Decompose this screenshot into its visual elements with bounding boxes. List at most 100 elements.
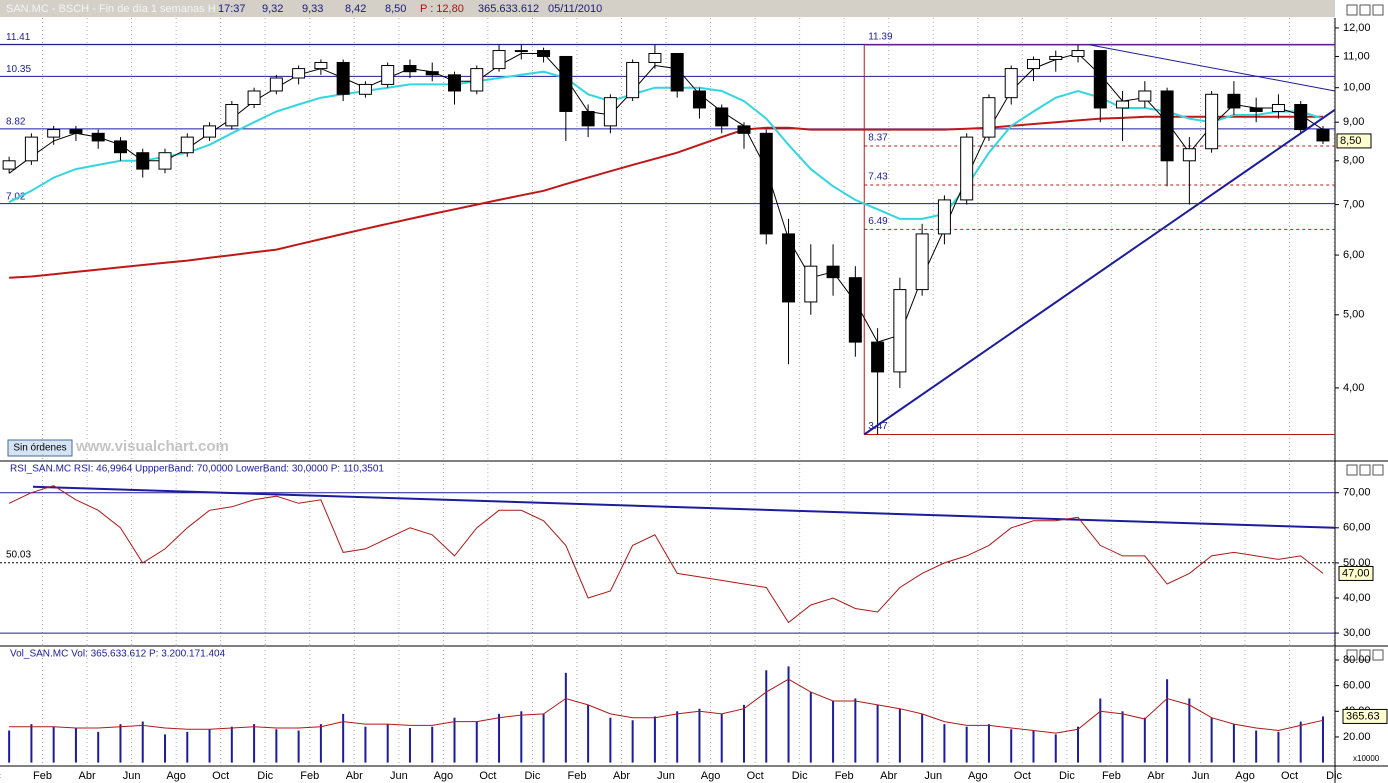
candle-body [91, 132, 105, 142]
fib-label: 3.47 [868, 421, 888, 432]
volume-bar [408, 727, 411, 763]
candle-body [1182, 148, 1196, 162]
y-tick-label: 30,00 [1343, 627, 1371, 639]
candle-body [603, 97, 617, 127]
y-tick-label: 9,00 [1343, 116, 1364, 128]
volume-bar [965, 726, 968, 763]
volume-bar [275, 729, 278, 763]
volume-bar [676, 711, 679, 763]
volume-bar [832, 701, 835, 763]
candle-body [1227, 93, 1241, 109]
volume-bar [542, 713, 545, 763]
volume-bar [1010, 729, 1013, 763]
candle-body [715, 107, 729, 127]
candle-body [1271, 103, 1285, 112]
candle-body [492, 50, 506, 70]
volume-bar [720, 713, 723, 763]
symbol: SAN.MC - BSCH - Fin de día 1 semanas H [6, 3, 216, 15]
candle-body [381, 65, 395, 85]
x-tick-label: Jun [390, 770, 408, 782]
candle-body [448, 74, 462, 92]
candle-body [269, 77, 283, 92]
level-label: 11.41 [6, 32, 31, 43]
volume-bar [1121, 711, 1124, 763]
volume-bar [364, 726, 367, 763]
candle-body [336, 61, 350, 95]
x-tick-label: Oct [747, 770, 764, 782]
candle-body [581, 110, 595, 127]
x-tick-label: Abr [79, 770, 96, 782]
x-tick-label: Feb [300, 770, 319, 782]
volume-bar [1166, 679, 1169, 763]
candle-body [537, 50, 551, 57]
volume-bar [30, 724, 33, 763]
candle-body [670, 52, 684, 92]
level-label: 7.02 [6, 191, 26, 202]
volume-bar [52, 726, 55, 763]
candle-body [1116, 100, 1130, 109]
y-tick-label: 6,00 [1343, 249, 1364, 261]
candle-body [626, 61, 640, 99]
fib-label: 11.39 [868, 32, 893, 43]
moving-average [9, 115, 1323, 279]
volume-bar [230, 726, 233, 763]
candle-body [514, 50, 528, 53]
x-tick-label: Feb [835, 770, 854, 782]
watermark: www.visualchart.com [75, 438, 229, 455]
high: 9,33 [302, 3, 323, 15]
volume-bar [653, 716, 656, 763]
orders-button-label[interactable]: Sin órdenes [13, 443, 66, 454]
candle-body [804, 265, 818, 303]
volume-bar [921, 713, 924, 763]
candle-body [871, 341, 885, 373]
candle-body [203, 125, 217, 138]
volume-bar [475, 721, 478, 763]
x-tick-label: Ago [968, 770, 988, 782]
y-tick-label: 4,00 [1343, 382, 1364, 394]
orders-button[interactable] [7, 439, 73, 457]
candle-body [1160, 90, 1174, 162]
x-tick-label: Ago [434, 770, 454, 782]
x-tick-label: Feb [1102, 770, 1121, 782]
candle-body [1205, 93, 1219, 150]
x-tick-label: Dic [1059, 770, 1075, 782]
volume-bar [386, 724, 389, 763]
volume-bar [74, 727, 77, 763]
candle-body [1004, 68, 1018, 99]
header-bar [0, 0, 1335, 17]
volume-bar [431, 726, 434, 763]
y-tick-label: 20.00 [1343, 731, 1371, 743]
y-tick-label: 10,00 [1343, 82, 1371, 94]
x-tick-label: Oct [1014, 770, 1031, 782]
x-tick-label: Ago [1235, 770, 1255, 782]
x-tick-label: Feb [567, 770, 586, 782]
candle-body [225, 103, 239, 127]
panel-title: RSI_SAN.MC RSI: 46,9964 UppperBand: 70,0… [10, 464, 384, 475]
panel-buttons[interactable] [1346, 4, 1384, 661]
rsi-trendline [32, 485, 1336, 529]
volume-bar [564, 672, 567, 763]
trendline [863, 108, 1336, 436]
x-tick-label: Jun [1192, 770, 1210, 782]
volume-bar [943, 724, 946, 763]
x-tick-label: Abr [613, 770, 630, 782]
volume-bar [342, 713, 345, 763]
volume: 365.633.612 [478, 3, 539, 15]
volume-bar [742, 704, 745, 763]
volume-bar [1143, 717, 1146, 763]
x-tick-label: c [0, 770, 1, 782]
volume-bar [787, 666, 790, 763]
open: 9,32 [262, 3, 283, 15]
volume-bar [453, 717, 456, 763]
candle-body [759, 132, 773, 235]
volume-bar [1032, 730, 1035, 763]
candle-body [403, 65, 417, 73]
candle-body [848, 277, 862, 343]
volume-bar [8, 730, 11, 763]
candle-body [180, 136, 194, 154]
candle-body [425, 71, 439, 76]
volume-bar [1054, 734, 1057, 763]
volume-bar [1210, 717, 1213, 763]
candle-body [982, 97, 996, 138]
